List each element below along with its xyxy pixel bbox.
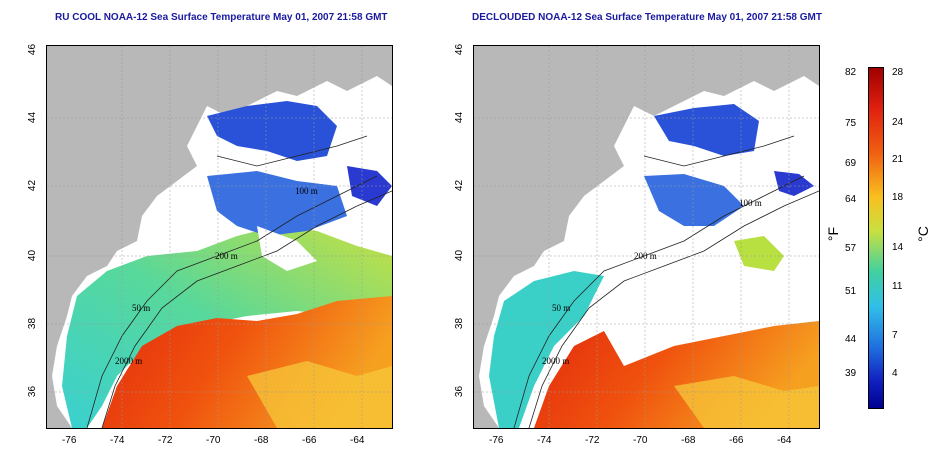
lon-tick: -72 [585,435,600,446]
slope-water-patch [734,236,784,271]
lat-tick: 40 [27,249,39,262]
lon-tick: -76 [489,435,504,446]
graticule [474,46,819,428]
fahrenheit-tick: 57 [845,243,857,254]
georges-bank-water [644,174,744,226]
bathymetry-contours [86,135,392,428]
fahrenheit-tick: 64 [845,194,857,205]
warm-eddy [247,361,392,428]
fahrenheit-tick: 51 [845,286,857,297]
celsius-tick: 4 [892,368,898,379]
lat-tick: 46 [454,43,466,56]
land-mass [474,46,819,428]
contour-label-100m: 100 m [739,198,762,208]
lon-tick: -66 [302,435,317,446]
temperature-colorbar [868,67,884,409]
celsius-tick: 14 [892,242,904,253]
right-sst-map: 100 m 200 m 50 m 2000 m [473,45,820,429]
contour-label-200m: 200 m [634,251,657,261]
lat-tick: 38 [454,317,466,330]
scotian-water [347,166,392,206]
fahrenheit-tick: 39 [845,368,857,379]
gulf-of-maine-water [207,101,337,161]
lon-tick: -76 [62,435,77,446]
lon-tick: -64 [777,435,792,446]
left-map-graphic: 100 m 200 m 50 m 2000 m [47,46,392,428]
lat-tick: 38 [27,317,39,330]
celsius-tick: 28 [892,67,904,78]
lon-tick: -64 [350,435,365,446]
georges-bank-water [207,171,347,236]
lat-tick: 42 [27,179,39,192]
lon-tick: -68 [254,435,269,446]
fahrenheit-tick: 69 [845,158,857,169]
graticule [47,46,392,428]
scotian-water [774,171,814,196]
lon-tick: -70 [206,435,221,446]
celsius-tick: 11 [892,281,903,292]
fahrenheit-tick: 44 [845,334,857,345]
lon-tick: -70 [633,435,648,446]
lat-tick: 40 [454,249,466,262]
lat-tick: 44 [27,111,39,124]
cloud-patch [257,226,317,271]
lon-tick: -72 [158,435,173,446]
contour-label-100m: 100 m [295,186,318,196]
lat-tick: 36 [27,385,39,398]
lat-tick: 46 [27,43,39,56]
contour-label-2000m: 2000 m [115,356,142,366]
contour-label-50m: 50 m [132,303,150,313]
celsius-tick: 7 [892,330,898,341]
left-panel-title: RU COOL NOAA-12 Sea Surface Temperature … [55,12,388,23]
contour-label-2000m: 2000 m [542,356,569,366]
celsius-tick: 21 [892,154,904,165]
gulf-of-maine-water [654,104,759,156]
land-mass [47,46,392,428]
bathymetry-contours [513,135,819,428]
left-sst-map: 100 m 200 m 50 m 2000 m [46,45,393,429]
right-map-graphic: 100 m 200 m 50 m 2000 m [474,46,819,428]
contour-label-200m: 200 m [215,251,238,261]
lat-tick: 44 [454,111,466,124]
celsius-unit-label: °C [914,226,931,242]
celsius-tick: 18 [892,192,904,203]
lat-tick: 42 [454,179,466,192]
fahrenheit-tick: 82 [845,67,857,78]
contour-label-50m: 50 m [552,303,570,313]
lon-tick: -68 [681,435,696,446]
lon-tick: -74 [537,435,552,446]
celsius-tick: 24 [892,117,904,128]
coastal-water [489,271,604,428]
fahrenheit-tick: 75 [845,118,857,129]
lon-tick: -66 [729,435,744,446]
cloud-patch [157,211,222,246]
right-panel-title: DECLOUDED NOAA-12 Sea Surface Temperatur… [472,12,822,23]
warm-eddy [674,376,819,428]
lon-tick: -74 [110,435,125,446]
fahrenheit-unit-label: °F [825,226,842,242]
coastal-water [62,226,392,428]
lat-tick: 36 [454,385,466,398]
